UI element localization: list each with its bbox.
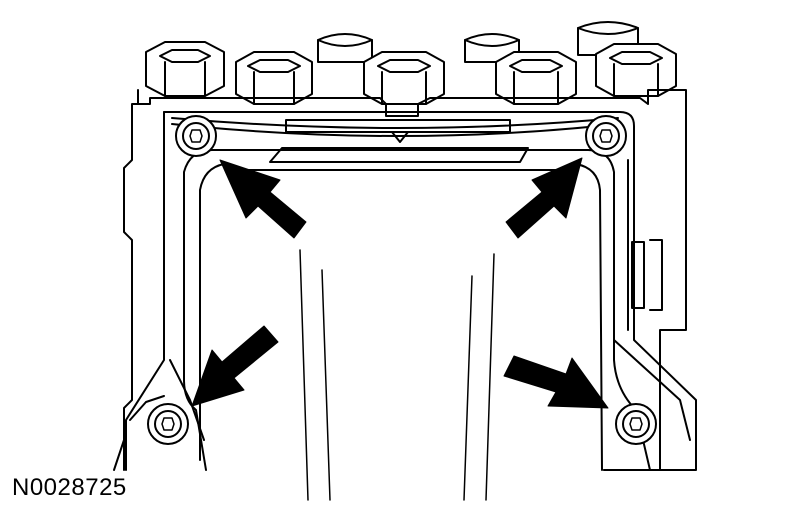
cover-plate [125, 111, 697, 471]
bolt-back-left [317, 33, 373, 63]
bolt-4 [495, 51, 577, 105]
pointer-arrow-icon [191, 325, 279, 407]
bolt-2 [235, 51, 313, 105]
shaft-lines [299, 249, 495, 501]
pointer-arrow-icon [505, 157, 583, 239]
bolt-3 [363, 51, 445, 105]
torx-screw-icon [585, 115, 627, 157]
pointer-arrow-icon [503, 355, 609, 409]
torx-screw-icon [147, 403, 189, 445]
torx-screw-icon [175, 115, 217, 157]
bolt-1 [145, 41, 225, 97]
figure-reference-number: N0028725 [12, 474, 127, 501]
bolt-back-mid [464, 33, 520, 63]
housing-outline [113, 89, 687, 471]
torx-screw-icon [615, 403, 657, 445]
pointer-arrow-icon [219, 159, 307, 239]
bolt-5 [595, 43, 677, 97]
